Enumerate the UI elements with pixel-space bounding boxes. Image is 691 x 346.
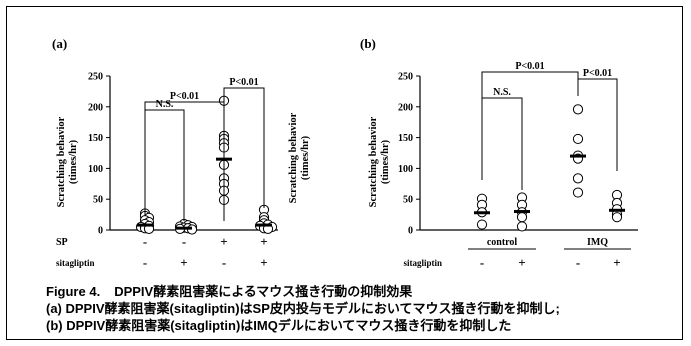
y-axis-title: Scratching behavior (times/hr) — [56, 116, 79, 207]
category-label: IMQ — [587, 237, 608, 248]
caption-line-a: (a) DPPIV酵素阻害薬(sitagliptin)はSP皮内投与モデルにおい… — [46, 301, 560, 316]
row-sign: - — [222, 255, 226, 270]
panel-a: (a) Scratching behavior (times/hr) Scrat… — [52, 36, 311, 270]
plot-area: 0 50 100 150 200 250 P<0.01 N.S. P<0.01 control IM… — [398, 61, 638, 270]
significance-label: N.S. — [156, 99, 174, 110]
caption-title-text: DPPIV酵素阻害薬によるマウス掻き行動の抑制効果 — [114, 284, 413, 299]
data-point — [516, 221, 528, 232]
secondary-title-line1: Scratching behavior — [288, 112, 299, 203]
y-axis-title-line1: Scratching behavior — [368, 116, 379, 207]
caption-title: Figure 4. DPPIV酵素阻害薬によるマウス掻き行動の抑制効果 — [46, 283, 412, 300]
row-label: SP — [56, 237, 68, 248]
caption-figure-number: Figure 4. — [46, 284, 101, 299]
y-axis-title: Scratching behavior (times/hr) — [368, 116, 391, 207]
row-sign: + — [260, 255, 267, 270]
y-tick-label: 250 — [88, 72, 103, 83]
y-tick-label: 100 — [398, 164, 413, 175]
significance-label: P<0.01 — [170, 91, 199, 102]
y-tick-label: 0 — [98, 226, 103, 237]
row-sign: - — [480, 255, 484, 270]
y-axis-title-line2: (times/hr) — [380, 139, 391, 184]
caption-line-b: (b) DPPIV酵素阻害薬(sitagliptin)はIMQデルにおいてマウス… — [46, 318, 512, 333]
y-tick-label: 150 — [398, 133, 413, 144]
significance-bracket — [481, 97, 523, 190]
row-label: sitagliptin — [56, 258, 95, 268]
data-point — [572, 133, 584, 145]
significance-bracket — [577, 78, 618, 171]
panel-label: (b) — [360, 36, 376, 51]
y-tick-label: 50 — [403, 195, 413, 206]
significance-label: N.S. — [493, 87, 511, 98]
y-axis-title-line1: Scratching behavior — [56, 116, 67, 207]
y-axis-title-line2: (times/hr) — [68, 139, 79, 184]
data-point — [572, 104, 584, 115]
data-point — [572, 173, 584, 184]
row-sign: - — [143, 234, 147, 249]
figure-frame — [6, 6, 683, 340]
panel-label: (a) — [52, 36, 67, 51]
significance-bracket — [223, 87, 265, 208]
significance-label: P<0.01 — [229, 77, 258, 88]
row-sign: - — [576, 255, 580, 270]
data-point — [572, 187, 584, 198]
data-point — [611, 212, 623, 223]
row-sign: - — [143, 255, 147, 270]
category-label: control — [487, 237, 518, 248]
y-tick-label: 100 — [88, 164, 103, 175]
row-sign: + — [613, 255, 620, 270]
y-tick-label: 150 — [88, 133, 103, 144]
significance-label: P<0.01 — [583, 68, 612, 79]
significance-bracket — [144, 109, 185, 221]
secondary-title-line2: (times/hr) — [300, 135, 311, 180]
row-sign: + — [260, 234, 267, 249]
row-sign: - — [182, 234, 186, 249]
row-sign: + — [180, 255, 187, 270]
y-tick-label: 200 — [88, 102, 103, 113]
data-point — [476, 219, 488, 230]
row-sign: + — [518, 255, 525, 270]
row-label: sitagliptin — [403, 258, 442, 268]
y-tick-label: 0 — [408, 226, 413, 237]
row-sign: + — [220, 234, 227, 249]
significance-label: P<0.01 — [515, 61, 544, 72]
data-point — [516, 212, 528, 223]
y-tick-label: 250 — [398, 72, 413, 83]
secondary-y-axis-title: Scratching behavior (times/hr) — [288, 112, 311, 203]
panel-b: (b) Scratching behavior (times/hr) 0 50 10… — [360, 36, 638, 270]
y-tick-label: 50 — [93, 195, 103, 206]
y-tick-label: 200 — [398, 102, 413, 113]
